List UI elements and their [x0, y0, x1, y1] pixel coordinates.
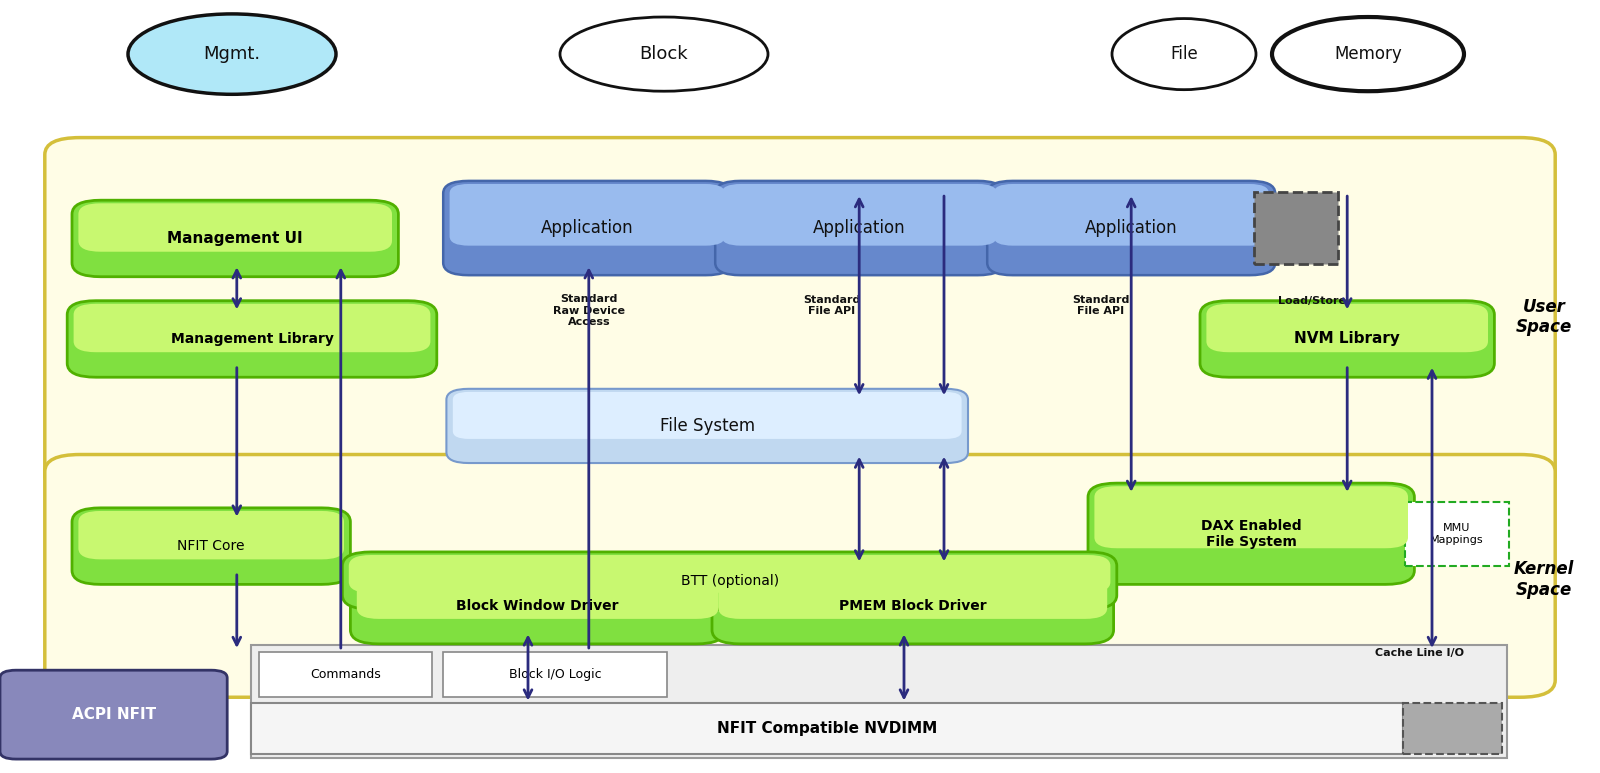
FancyBboxPatch shape [987, 181, 1275, 275]
Text: Load/Store: Load/Store [1278, 297, 1346, 306]
FancyBboxPatch shape [1405, 502, 1509, 566]
FancyBboxPatch shape [446, 389, 968, 463]
FancyBboxPatch shape [357, 570, 718, 619]
Text: Application: Application [541, 219, 634, 237]
FancyBboxPatch shape [251, 645, 1507, 758]
FancyBboxPatch shape [712, 567, 1114, 644]
FancyBboxPatch shape [1254, 192, 1338, 264]
FancyBboxPatch shape [994, 184, 1269, 246]
FancyBboxPatch shape [350, 567, 725, 644]
Text: Commands: Commands [310, 669, 381, 681]
Text: Memory: Memory [1334, 45, 1402, 63]
Text: Mgmt.: Mgmt. [203, 45, 261, 63]
FancyBboxPatch shape [74, 304, 430, 352]
FancyBboxPatch shape [722, 184, 997, 246]
FancyBboxPatch shape [78, 203, 392, 252]
Text: Management UI: Management UI [168, 231, 302, 246]
FancyBboxPatch shape [1403, 703, 1502, 754]
Text: Standard
Raw Device
Access: Standard Raw Device Access [554, 295, 624, 327]
Text: PMEM Block Driver: PMEM Block Driver [838, 598, 987, 613]
Text: Application: Application [813, 219, 906, 237]
Text: Block Window Driver: Block Window Driver [456, 598, 619, 613]
Text: DAX Enabled
File System: DAX Enabled File System [1202, 519, 1301, 549]
FancyBboxPatch shape [78, 511, 344, 560]
Text: NFIT Core: NFIT Core [178, 539, 245, 553]
Text: User
Space: User Space [1515, 298, 1573, 336]
FancyBboxPatch shape [72, 200, 398, 277]
Ellipse shape [128, 14, 336, 94]
FancyBboxPatch shape [45, 455, 1555, 697]
FancyBboxPatch shape [0, 670, 227, 759]
Text: Block I/O Logic: Block I/O Logic [509, 669, 602, 681]
Ellipse shape [1272, 17, 1464, 91]
FancyBboxPatch shape [1094, 486, 1408, 548]
Ellipse shape [560, 17, 768, 91]
FancyBboxPatch shape [1206, 304, 1488, 352]
FancyBboxPatch shape [45, 138, 1555, 492]
Text: BTT (optional): BTT (optional) [680, 574, 779, 587]
Text: Standard
File API: Standard File API [1072, 295, 1130, 316]
Text: NFIT Compatible NVDIMM: NFIT Compatible NVDIMM [717, 721, 938, 736]
FancyBboxPatch shape [67, 301, 437, 377]
FancyBboxPatch shape [443, 652, 667, 697]
Text: MMU
Mappings: MMU Mappings [1430, 523, 1483, 545]
FancyBboxPatch shape [1200, 301, 1494, 377]
FancyBboxPatch shape [342, 552, 1117, 609]
FancyBboxPatch shape [718, 570, 1107, 619]
Text: Cache Line I/O: Cache Line I/O [1374, 649, 1464, 658]
Text: Block: Block [640, 45, 688, 63]
Text: Standard
File API: Standard File API [803, 295, 861, 316]
Text: Management Library: Management Library [171, 332, 333, 346]
Text: File: File [1170, 45, 1198, 63]
FancyBboxPatch shape [349, 555, 1110, 593]
FancyBboxPatch shape [450, 184, 725, 246]
FancyBboxPatch shape [251, 703, 1403, 754]
Text: Kernel
Space: Kernel Space [1514, 560, 1574, 599]
FancyBboxPatch shape [259, 652, 432, 697]
FancyBboxPatch shape [443, 181, 731, 275]
FancyBboxPatch shape [1088, 483, 1414, 584]
Ellipse shape [1112, 19, 1256, 90]
FancyBboxPatch shape [715, 181, 1003, 275]
FancyBboxPatch shape [453, 392, 962, 439]
Text: File System: File System [659, 417, 755, 435]
Text: NVM Library: NVM Library [1294, 332, 1400, 346]
Text: ACPI NFIT: ACPI NFIT [72, 707, 155, 722]
Text: Application: Application [1085, 219, 1178, 237]
FancyBboxPatch shape [72, 508, 350, 584]
